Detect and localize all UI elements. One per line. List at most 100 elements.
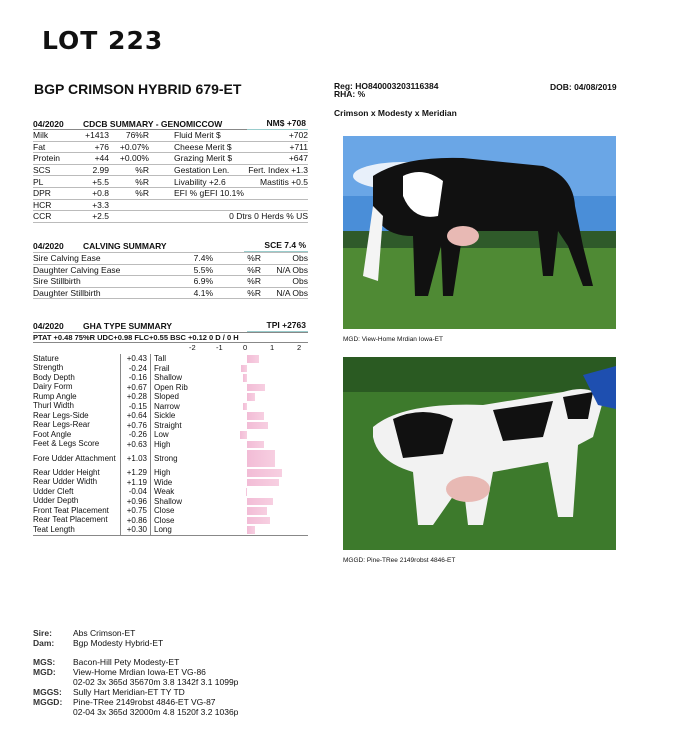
cdcb-cell: +3.3 — [92, 199, 109, 210]
trait-name: Feet & Legs Score — [33, 439, 121, 449]
tpi: TPI +2763 — [246, 320, 308, 332]
trait-value: +0.96 — [121, 496, 151, 506]
cdcb-summary: 04/2020 CDCB SUMMARY - GENOMICCOW NM$ +708… — [33, 118, 308, 223]
trait-value: -0.26 — [121, 430, 151, 440]
type-trait-row: Rear Teat Placement +0.86 Close — [33, 515, 308, 525]
trait-name: Udder Cleft — [33, 487, 121, 497]
type-trait-row: Rump Angle +0.28 Sloped — [33, 392, 308, 402]
calving-cell: %R — [247, 276, 261, 287]
axis-tick-label: -1 — [216, 343, 223, 352]
cdcb-cell: 76%R — [125, 130, 149, 141]
calving-cell: 6.9% — [193, 276, 213, 287]
calving-summary: 04/2020 CALVING SUMMARY SCE 7.4 % Sire Cal… — [33, 240, 308, 300]
trait-descriptor: Straight — [154, 420, 182, 430]
ancestry-record: 02-02 3x 365d 35670m 3.8 1342f 3.1 1099p — [73, 677, 239, 687]
calving-cell: N/A Obs — [276, 264, 308, 275]
calving-cell: 5.5% — [193, 264, 213, 275]
trait-value: +0.28 — [121, 392, 151, 402]
photo-1-caption: MGD: View-Home Mrdian Iowa-ET — [343, 336, 443, 344]
trait-name: Foot Angle — [33, 430, 121, 440]
trait-value: -0.15 — [121, 401, 151, 411]
trait-bar — [247, 516, 271, 524]
trait-bar — [247, 355, 259, 363]
trait-value: -0.24 — [121, 363, 151, 373]
trait-bar — [242, 374, 247, 382]
cdcb-row: Protein +44 +0.00% Grazing Merit $ +647 — [33, 153, 308, 165]
calving-row: Daughter Stillbirth 4.1% %R N/A Obs — [33, 288, 308, 300]
cdcb-cell: Livability +2.6 — [174, 176, 226, 187]
calving-cell: 7.4% — [193, 253, 213, 264]
trait-bar — [247, 412, 265, 420]
trait-bar — [247, 469, 282, 477]
cdcb-cell: Fat — [33, 141, 46, 152]
trait-descriptor: Low — [154, 430, 169, 440]
cow-photo-2 — [343, 357, 616, 550]
ancestry-row: MGGS: Sully Hart Meridian-ET TY TD — [33, 687, 238, 697]
cdcb-cell: Mastitis +0.5 — [260, 176, 308, 187]
cdcb-row: Milk +1413 76%R Fluid Merit $ +702 — [33, 130, 308, 142]
cdcb-cell: Protein — [33, 153, 60, 164]
lot-number: LOT 223 — [42, 26, 164, 55]
trait-value: +0.86 — [121, 515, 151, 525]
trait-bar — [247, 497, 273, 505]
ancestry-name: Abs Crimson-ET — [73, 628, 136, 638]
trait-descriptor: Weak — [154, 487, 175, 497]
cdcb-cell: Cheese Merit $ — [174, 141, 232, 152]
ancestry-name: Bgp Modesty Hybrid-ET — [73, 638, 164, 648]
ancestry-key: MGGS: — [33, 687, 62, 697]
animal-name: BGP CRIMSON HYBRID 679-ET — [34, 81, 242, 97]
ancestry-name: View-Home Mrdian Iowa-ET VG-86 — [73, 667, 206, 677]
trait-descriptor: Long — [154, 525, 172, 535]
ancestry-row: MGGD: Pine-TRee 2149robst 4846-ET VG-87 — [33, 697, 238, 707]
cdcb-cell: +76 — [94, 141, 109, 152]
trait-name: Rear Legs-Rear — [33, 420, 121, 430]
cdcb-cell: +0.8 — [92, 188, 109, 199]
cdcb-cell: +0.00% — [119, 153, 149, 164]
calving-cell: Daughter Stillbirth — [33, 288, 101, 299]
trait-descriptor: Shallow — [154, 496, 183, 506]
trait-value: +0.75 — [121, 506, 151, 516]
cdcb-cell: +44 — [94, 153, 109, 164]
calving-row: Daughter Calving Ease 5.5% %R N/A Obs — [33, 265, 308, 277]
calving-cell: 4.1% — [193, 288, 213, 299]
cow-photo-1 — [343, 136, 616, 329]
trait-value: +1.03 — [121, 449, 151, 468]
type-trait-row: Rear Udder Height +1.29 High — [33, 468, 308, 478]
type-trait-row: Body Depth -0.16 Shallow — [33, 373, 308, 383]
ancestry-key: Dam: — [33, 638, 55, 648]
cdcb-cell: %R — [135, 188, 149, 199]
cdcb-title: CDCB SUMMARY - GENOMICCOW — [83, 118, 223, 129]
type-trait-row: Dairy Form +0.67 Open Rib — [33, 382, 308, 392]
trait-descriptor: Tall — [154, 354, 167, 364]
type-trait-row: Stature +0.43 Tall — [33, 354, 308, 364]
cdcb-cell: CCR — [33, 211, 52, 222]
trait-value: +0.76 — [121, 420, 151, 430]
trait-descriptor: Sickle — [154, 411, 176, 421]
trait-bar — [247, 526, 256, 534]
trait-descriptor: Frail — [154, 363, 170, 373]
cdcb-cell: 0 Dtrs 0 Herds % US — [229, 211, 308, 222]
cdcb-cell: EFI % gEFI 10.1% — [174, 188, 244, 199]
trait-descriptor: Strong — [154, 454, 178, 463]
cdcb-cell: Fluid Merit $ — [174, 130, 221, 141]
axis-tick-label: -2 — [189, 343, 196, 352]
dob: DOB: 04/08/2019 — [550, 82, 617, 92]
ancestry-key: Sire: — [33, 628, 52, 638]
trait-name: Fore Udder Attachment — [33, 449, 121, 468]
calving-cell: %R — [247, 253, 261, 264]
cdcb-cell: +647 — [288, 153, 308, 164]
cdcb-row: DPR +0.8 %R EFI % gEFI 10.1% — [33, 188, 308, 200]
trait-name: Rear Teat Placement — [33, 515, 121, 525]
type-trait-row: Front Teat Placement +0.75 Close — [33, 506, 308, 516]
trait-descriptor: High — [154, 439, 171, 449]
type-trait-row: Fore Udder Attachment +1.03 Strong — [33, 449, 308, 468]
trait-name: Front Teat Placement — [33, 506, 121, 516]
trait-name: Rear Udder Height — [33, 468, 121, 478]
cdcb-cell: +702 — [288, 130, 308, 141]
trait-descriptor: Sloped — [154, 392, 179, 402]
trait-value: -0.04 — [121, 487, 151, 497]
cdcb-cell: +2.5 — [92, 211, 109, 222]
trait-bar — [247, 421, 268, 429]
pedigree-line: Crimson x Modesty x Meridian — [334, 108, 457, 118]
cdcb-cell: PL — [33, 176, 44, 187]
